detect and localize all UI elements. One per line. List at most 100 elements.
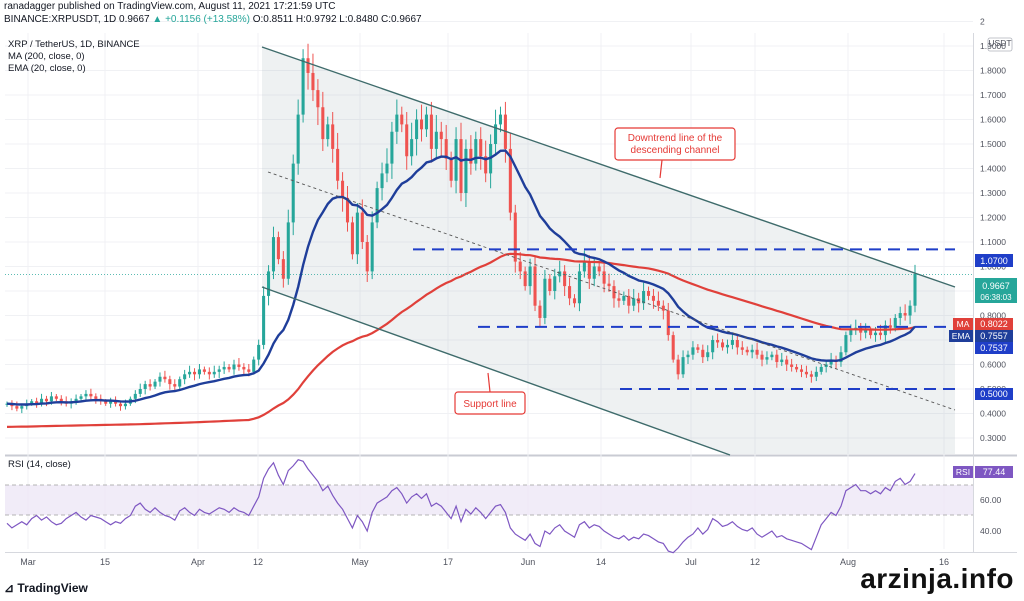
candle	[819, 364, 823, 375]
price-tick-label: 1.1000	[980, 237, 1006, 247]
price-tick-label: 0.4000	[980, 409, 1006, 419]
badge-price-text: 0.9667	[982, 281, 1010, 291]
candle	[903, 304, 907, 321]
candle	[291, 154, 295, 236]
ohlc-text: O:0.8511 H:0.9792 L:0.8480 C:0.9667	[252, 14, 422, 25]
legend-ema[interactable]: EMA (20, close, 0)	[8, 63, 86, 74]
candle	[35, 397, 39, 408]
candle	[711, 335, 715, 360]
candle	[469, 135, 473, 175]
candle	[760, 350, 764, 367]
candle	[326, 116, 330, 147]
candle	[336, 132, 340, 190]
tradingview-logo[interactable]: ⊿ TradingView	[4, 581, 88, 595]
candle	[257, 339, 261, 366]
candle	[725, 339, 730, 354]
time-tick-label: Aug	[840, 557, 856, 567]
tradingview-logo-icon: ⊿	[4, 581, 15, 595]
candle	[508, 132, 512, 221]
badge-7537: 0.7537	[975, 342, 1013, 354]
candle	[474, 131, 478, 171]
candle	[577, 263, 581, 312]
legend-rsi[interactable]: RSI (14, close)	[8, 459, 71, 470]
candle	[424, 106, 428, 137]
candle	[405, 112, 409, 170]
candle	[94, 393, 98, 404]
candle	[345, 185, 350, 232]
candle	[804, 365, 808, 378]
candle	[518, 252, 522, 280]
candle	[814, 366, 818, 382]
grid	[5, 21, 973, 549]
support-callout-label: Support line	[463, 399, 517, 410]
ma-200-line[interactable]	[6, 252, 916, 428]
candle	[242, 363, 246, 376]
candle	[740, 341, 744, 355]
price-tick-label: 2	[980, 17, 985, 27]
time-tick-label: Mar	[20, 557, 36, 567]
time-tick-label: 12	[750, 557, 760, 567]
candle	[341, 172, 345, 212]
candle	[143, 380, 147, 395]
candle	[212, 365, 216, 378]
candle	[646, 286, 651, 301]
candle	[390, 121, 394, 179]
candle	[395, 99, 399, 144]
candle	[706, 345, 710, 362]
candle	[158, 372, 162, 387]
candle	[750, 344, 754, 359]
candle	[400, 106, 404, 133]
candle	[617, 290, 621, 308]
candle	[795, 364, 799, 373]
channel-lower-line[interactable]	[261, 286, 731, 456]
candle	[479, 127, 483, 170]
candle	[661, 300, 665, 320]
badge-ma-tag: MA	[957, 319, 970, 329]
price-tick-label: 1.7000	[980, 90, 1006, 100]
legend-title[interactable]: XRP / TetherUS, 1D, BINANCE	[8, 39, 140, 50]
candle	[523, 266, 527, 291]
downtrend-callout-pointer	[659, 159, 663, 179]
candle	[286, 209, 290, 285]
support-callout: Support line	[454, 372, 526, 415]
candle	[197, 364, 201, 379]
downtrend-callout-box	[614, 127, 736, 161]
downtrend-line[interactable]	[261, 46, 956, 288]
candle	[558, 260, 562, 283]
candle	[444, 124, 448, 170]
candle	[54, 394, 58, 402]
candle	[449, 151, 453, 188]
candle	[350, 216, 354, 260]
candle	[459, 122, 463, 202]
channel-mid-line[interactable]	[267, 171, 956, 411]
candle	[908, 300, 912, 325]
candle	[745, 346, 749, 356]
rsi-line[interactable]	[6, 459, 916, 554]
candle	[306, 43, 310, 90]
time-tick-label: May	[351, 557, 369, 567]
ema-20-line[interactable]	[6, 149, 916, 406]
time-axis[interactable]: Mar 15 Apr 12 May 17 Jun 14 Jul 12 Aug 16	[20, 557, 949, 567]
candle	[716, 333, 720, 348]
publish-info: ranadagger published on TradingView.com,…	[4, 1, 336, 12]
candle	[188, 365, 192, 378]
candle	[656, 291, 660, 312]
symbol-text: BINANCE:XRPUSDT, 1D 0.9667	[4, 14, 150, 25]
legend-ma[interactable]: MA (200, close, 0)	[8, 51, 85, 62]
candle	[439, 121, 443, 156]
candle	[671, 331, 675, 363]
candle	[331, 112, 335, 163]
candle	[173, 379, 177, 391]
candle	[227, 364, 231, 373]
time-tick-label: 15	[100, 557, 110, 567]
price-axis[interactable]: 2 1.9000 1.8000 1.7000 1.6000 1.5000 1.4000 1.3…	[980, 17, 1006, 444]
candle	[153, 379, 157, 390]
candle	[276, 231, 280, 265]
price-tick-label: 1.2000	[980, 213, 1006, 223]
candle	[311, 53, 315, 102]
time-tick-label: Jul	[685, 557, 697, 567]
candle	[217, 365, 221, 378]
candle	[730, 332, 734, 350]
price-tick-label: 1.5000	[980, 139, 1006, 149]
candle	[543, 269, 547, 325]
